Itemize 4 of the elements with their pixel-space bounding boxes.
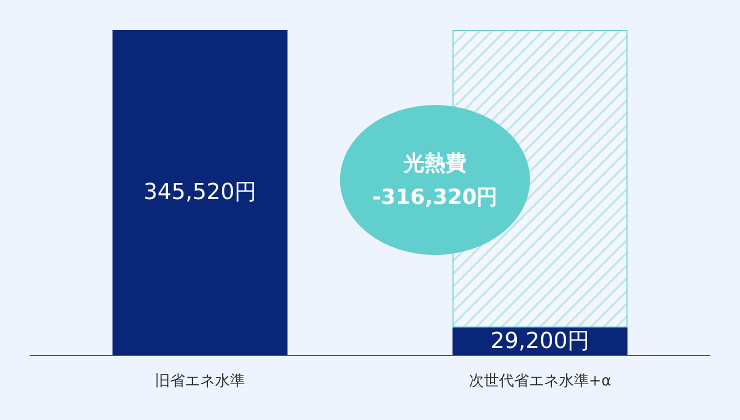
data-label: 345,520円 <box>144 180 256 205</box>
data-label: 29,200円 <box>490 328 590 354</box>
x-tick-label: 次世代省エネ水準+α <box>468 372 612 390</box>
x-tick-label: 旧省エネ水準 <box>155 372 245 390</box>
